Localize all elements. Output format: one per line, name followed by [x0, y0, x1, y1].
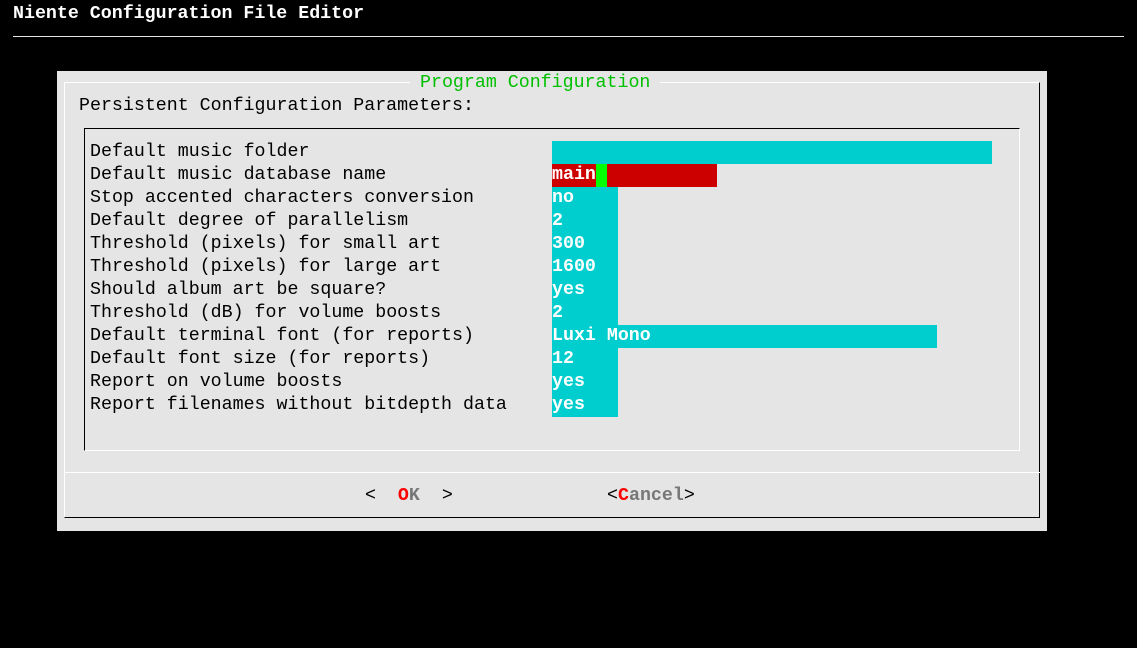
ok-bracket-close: > — [419, 486, 453, 506]
field-label: Default music folder — [90, 142, 310, 162]
field-input[interactable]: 1600 — [552, 256, 618, 279]
title-divider — [13, 36, 1124, 37]
field-label: Should album art be square? — [90, 280, 387, 300]
app-title: Niente Configuration File Editor — [13, 4, 365, 24]
cancel-label: ancel — [628, 486, 684, 506]
field-value: yes — [552, 372, 585, 392]
field-input[interactable]: 2 — [552, 302, 618, 325]
field-label: Default terminal font (for reports) — [90, 326, 474, 346]
dialog-title: Program Configuration — [410, 72, 661, 95]
field-label: Default font size (for reports) — [90, 349, 431, 369]
field-input[interactable]: 2 — [552, 210, 618, 233]
field-value: Luxi Mono — [552, 326, 651, 346]
field-label: Default music database name — [90, 165, 387, 185]
field-input[interactable]: 12 — [552, 348, 618, 371]
field-input[interactable] — [552, 141, 992, 164]
field-value: main — [552, 165, 596, 185]
field-value: 2 — [552, 211, 563, 231]
field-label: Default degree of parallelism — [90, 211, 409, 231]
cancel-bracket-open: < — [607, 486, 618, 506]
field-value: yes — [552, 280, 585, 300]
field-value: 300 — [552, 234, 585, 254]
field-label: Report on volume boosts — [90, 372, 343, 392]
form-box — [84, 128, 1020, 451]
config-dialog: Program Configuration Persistent Configu… — [57, 71, 1047, 531]
ok-button[interactable]: < OK > — [365, 485, 453, 508]
field-label: Threshold (dB) for volume boosts — [90, 303, 442, 323]
cancel-button[interactable]: <Cancel> — [607, 485, 695, 508]
cancel-bracket-close: > — [683, 486, 695, 506]
field-value: yes — [552, 395, 585, 415]
field-input[interactable]: yes — [552, 371, 618, 394]
field-label: Threshold (pixels) for small art — [90, 234, 442, 254]
dialog-subtitle: Persistent Configuration Parameters: — [79, 96, 474, 116]
field-value: no — [552, 188, 574, 208]
field-label: Threshold (pixels) for large art — [90, 257, 442, 277]
field-value: 12 — [552, 349, 574, 369]
field-input[interactable]: 300 — [552, 233, 618, 256]
field-input[interactable]: yes — [552, 394, 618, 417]
field-input[interactable]: main — [552, 164, 717, 187]
field-input[interactable]: Luxi Mono — [552, 325, 937, 348]
field-value: 1600 — [552, 257, 596, 277]
ok-hotkey: O — [397, 486, 409, 506]
field-label: Report filenames without bitdepth data — [90, 395, 507, 415]
text-cursor — [596, 164, 607, 187]
field-input[interactable]: yes — [552, 279, 618, 302]
ok-bracket-open: < — [365, 486, 398, 506]
button-separator — [64, 472, 1040, 473]
field-input[interactable]: no — [552, 187, 618, 210]
ok-label: K — [408, 486, 420, 506]
field-value: 2 — [552, 303, 563, 323]
field-label: Stop accented characters conversion — [90, 188, 474, 208]
cancel-hotkey: C — [617, 486, 629, 506]
